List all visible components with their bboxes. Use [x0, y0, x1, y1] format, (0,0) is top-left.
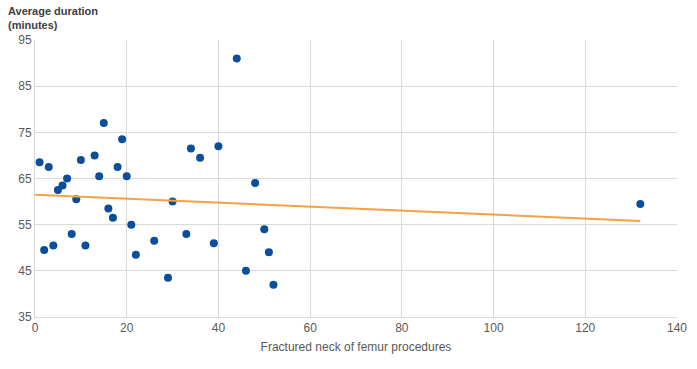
svg-text:80: 80 — [395, 321, 409, 335]
svg-text:Fractured neck of femur proced: Fractured neck of femur procedures — [261, 340, 452, 354]
svg-text:55: 55 — [18, 218, 32, 232]
svg-text:95: 95 — [18, 33, 32, 47]
svg-text:60: 60 — [303, 321, 317, 335]
svg-text:65: 65 — [18, 172, 32, 186]
svg-text:120: 120 — [575, 321, 595, 335]
svg-text:40: 40 — [212, 321, 226, 335]
svg-text:75: 75 — [18, 126, 32, 140]
svg-text:140: 140 — [667, 321, 687, 335]
svg-text:45: 45 — [18, 264, 32, 278]
svg-text:100: 100 — [484, 321, 504, 335]
svg-text:20: 20 — [120, 321, 134, 335]
svg-text:85: 85 — [18, 79, 32, 93]
svg-text:0: 0 — [32, 321, 39, 335]
svg-text:Average duration(minutes): Average duration(minutes) — [8, 5, 98, 31]
svg-text:35: 35 — [18, 310, 32, 324]
